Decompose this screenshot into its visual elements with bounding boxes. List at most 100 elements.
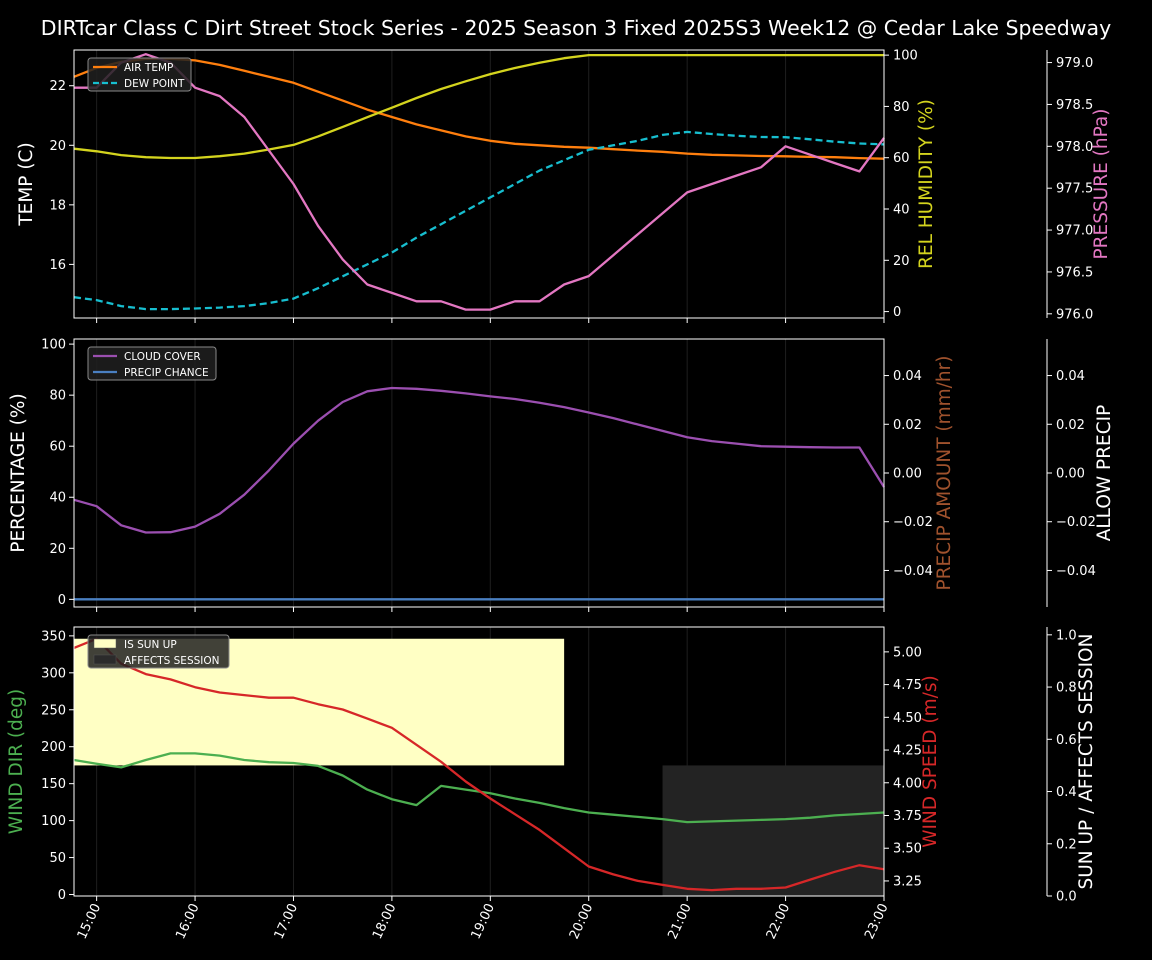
right-y-tick-label: 0.00	[893, 467, 922, 482]
series-line-air-temp	[73, 57, 885, 160]
far-y-tick-label: 0.00	[1056, 467, 1085, 482]
far-y-tick-label: 979.0	[1056, 56, 1093, 71]
right-y-tick-label: 0.04	[893, 369, 922, 384]
right-y-tick-label: 80	[893, 100, 910, 115]
y-tick-label: 300	[41, 666, 66, 681]
far-y-tick-label: 0.02	[1056, 418, 1085, 433]
far-y-tick-label: 978.0	[1056, 140, 1093, 155]
chart-title: DIRTcar Class C Dirt Street Stock Series…	[41, 16, 1111, 40]
y-tick-label: 18	[49, 198, 66, 213]
series-line-wind-speed	[73, 637, 885, 892]
series-line-rel-humidity	[73, 53, 884, 160]
series-line-wind-dir	[73, 752, 885, 824]
legend-label: DEW POINT	[124, 78, 185, 90]
far-y-tick-label: 0.04	[1056, 369, 1085, 384]
x-tick-label: 22:00	[764, 901, 793, 941]
legend-label: AIR TEMP	[124, 62, 173, 74]
far-axis-label: ALLOW PRECIP	[1094, 405, 1115, 542]
y-tick-label: 100	[41, 338, 66, 353]
legend-box	[87, 634, 230, 669]
y-tick-label: 200	[41, 740, 66, 755]
panel-frame	[73, 49, 885, 319]
band-affects-session	[662, 765, 884, 896]
y-axis-label: TEMP (C)	[16, 142, 37, 226]
far-y-tick-label: 0.8	[1056, 681, 1077, 696]
far-y-tick-label: 976.5	[1056, 265, 1093, 280]
x-tick-label: 15:00	[75, 901, 104, 941]
panel-frame	[73, 626, 885, 897]
y-axis-label: WIND DIR (deg)	[6, 689, 27, 834]
y-tick-label: 20	[49, 139, 66, 154]
far-y-tick-label: −0.02	[1056, 515, 1096, 530]
far-y-tick-label: −0.04	[1056, 564, 1096, 579]
far-y-tick-label: 0.0	[1056, 890, 1077, 905]
legend: AIR TEMP DEW POINT	[87, 57, 192, 92]
x-tick-label: 19:00	[469, 901, 498, 941]
far-y-tick-label: 977.0	[1056, 224, 1093, 239]
y-tick-label: 40	[49, 491, 66, 506]
series-line-cloud-cover	[73, 386, 885, 534]
y-axis-label: PERCENTAGE (%)	[8, 393, 29, 552]
y-tick-label: 22	[49, 79, 66, 94]
far-axis-label: SUN UP / AFFECTS SESSION	[1076, 634, 1097, 890]
right-y-tick-label: 20	[893, 254, 910, 269]
right-y-tick-label: 3.25	[893, 874, 922, 889]
right-y-tick-label: −0.04	[893, 564, 933, 579]
x-tick-label: 17:00	[272, 901, 301, 941]
right-y-tick-label: 4.50	[893, 711, 922, 726]
right-y-tick-label: 5.00	[893, 645, 922, 660]
legend-label: AFFECTS SESSION	[124, 655, 220, 667]
y-tick-label: 16	[49, 258, 66, 273]
series-line-pressure	[74, 53, 885, 311]
right-y-tick-label: 4.00	[893, 776, 922, 791]
x-tick-label: 23:00	[862, 901, 891, 941]
right-y-tick-label: 3.75	[893, 809, 922, 824]
far-y-tick-label: 1.0	[1056, 628, 1077, 643]
right-y-tick-label: 40	[893, 203, 910, 218]
right-axis-label: REL HUMIDITY (%)	[916, 99, 937, 269]
right-y-tick-label: 3.50	[893, 842, 922, 857]
y-tick-label: 50	[49, 851, 66, 866]
legend-label: PRECIP CHANCE	[124, 367, 209, 379]
right-y-tick-label: 4.25	[893, 744, 922, 759]
right-y-tick-label: 0.02	[893, 418, 922, 433]
far-y-tick-label: 978.5	[1056, 98, 1093, 113]
right-y-tick-label: 0	[893, 305, 901, 320]
panel-3: 0 50 100 150 200 250 300 350 3.25 3.50 3.75 4.00 4.2…	[6, 626, 1097, 905]
y-tick-label: 100	[41, 814, 66, 829]
right-axis-label: WIND SPEED (m/s)	[920, 675, 941, 847]
far-axis-label: PRESSURE (hPa)	[1091, 109, 1112, 260]
legend: IS SUN UP AFFECTS SESSION	[87, 634, 230, 669]
far-y-tick-label: 0.4	[1056, 785, 1077, 800]
legend-label: CLOUD COVER	[124, 351, 201, 363]
y-tick-label: 150	[41, 777, 66, 792]
legend-swatch	[93, 638, 117, 649]
right-y-tick-label: 4.75	[893, 678, 922, 693]
x-tick-label: 18:00	[370, 901, 399, 941]
right-y-tick-label: −0.02	[893, 515, 933, 530]
legend-swatch	[93, 654, 117, 665]
y-tick-label: 0	[58, 888, 66, 903]
y-tick-label: 20	[49, 542, 66, 557]
panel-2: 0 20 40 60 80 100 −0.04 −0.02 0.00 0.02 0.04 −0.04 −…	[8, 338, 1115, 612]
y-tick-label: 350	[41, 629, 66, 644]
chart-panels: 16 18 20 22 0 20 40 60 80 100 976.0 976.5 977.0 977.5…	[6, 49, 1115, 942]
far-y-tick-label: 0.2	[1056, 837, 1077, 852]
far-y-tick-label: 976.0	[1056, 307, 1093, 322]
x-tick-label: 16:00	[173, 901, 202, 941]
y-tick-label: 80	[49, 389, 66, 404]
x-tick-label: 21:00	[665, 901, 694, 941]
legend-box	[87, 346, 217, 381]
y-tick-label: 60	[49, 440, 66, 455]
right-y-tick-label: 60	[893, 151, 910, 166]
y-tick-label: 250	[41, 703, 66, 718]
far-y-tick-label: 977.5	[1056, 182, 1093, 197]
far-y-tick-label: 0.6	[1056, 733, 1077, 748]
x-tick-label: 20:00	[567, 901, 596, 941]
legend-label: IS SUN UP	[124, 639, 177, 651]
panel-1: 16 18 20 22 0 20 40 60 80 100 976.0 976.5 977.0 977.5…	[16, 49, 1112, 323]
series-line-dew-point	[73, 130, 885, 311]
right-y-tick-label: 100	[893, 49, 918, 64]
y-tick-label: 0	[58, 593, 66, 608]
